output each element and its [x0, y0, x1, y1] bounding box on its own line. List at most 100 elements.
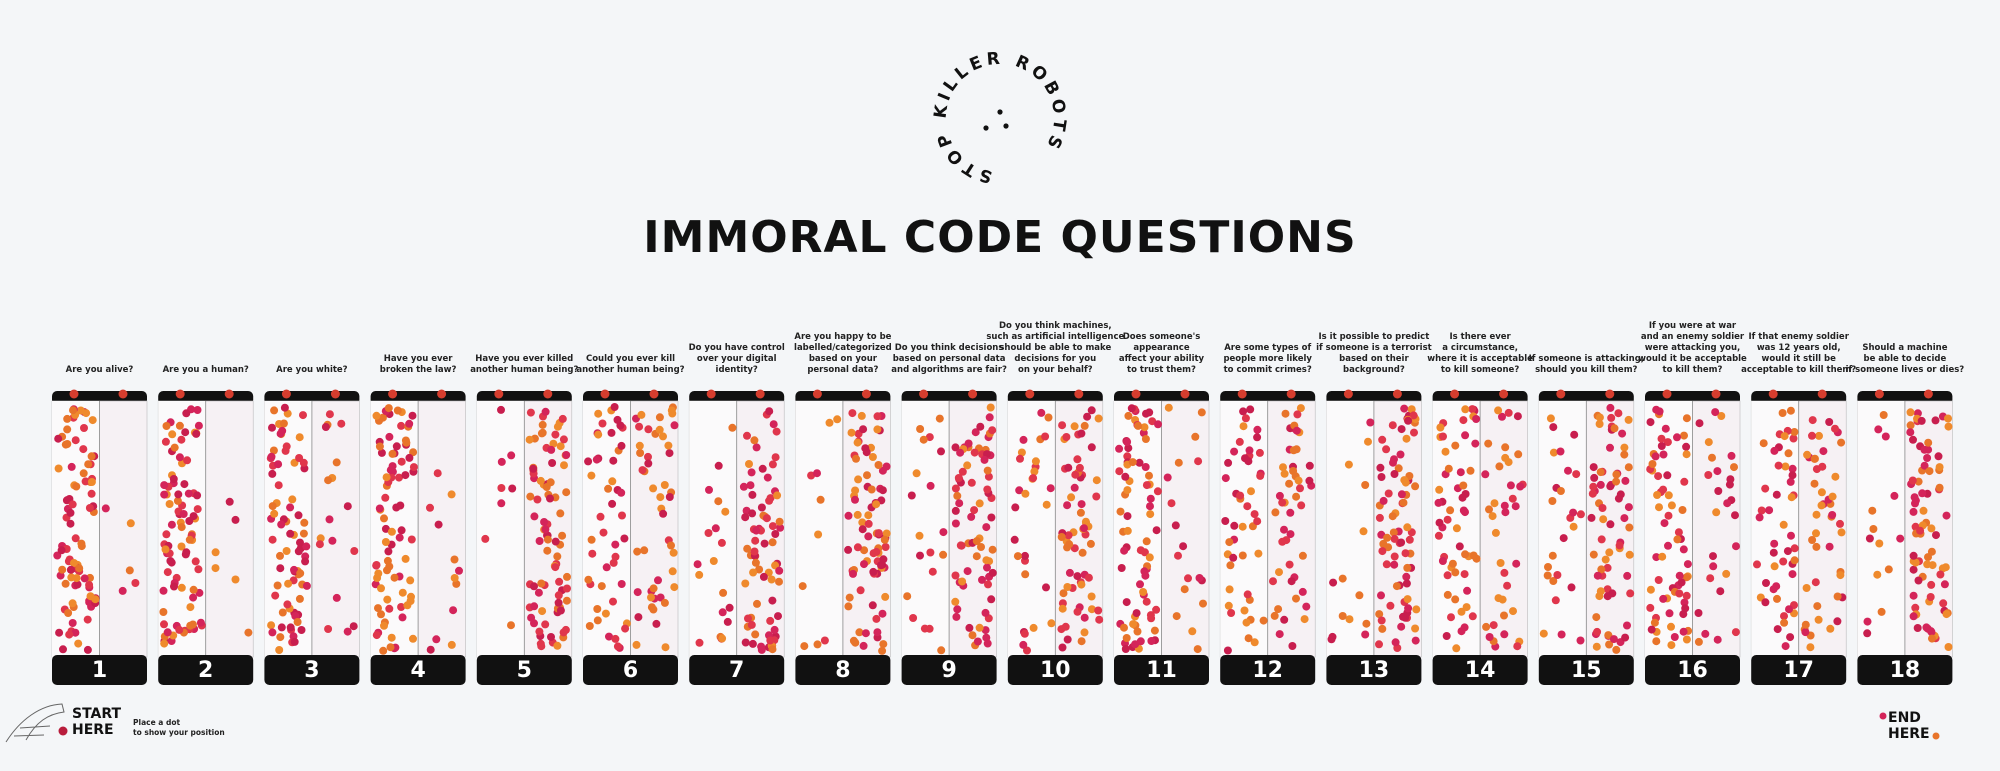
sticker-dot [1087, 592, 1096, 601]
sticker-dot [1940, 580, 1949, 589]
sticker-dot [1836, 519, 1844, 528]
sticker-dot [668, 567, 677, 576]
sticker-dot [1790, 428, 1799, 436]
sticker-dot [1086, 539, 1095, 548]
sticker-dot [1073, 607, 1082, 616]
sticker-dot [1070, 483, 1079, 492]
sticker-dot [1808, 416, 1817, 425]
sticker-dot [983, 485, 992, 494]
sticker-dot [844, 545, 853, 554]
sticker-dot [769, 420, 778, 429]
sticker-dot [1680, 477, 1689, 486]
sticker-dot [1935, 463, 1944, 472]
sticker-dot [847, 428, 856, 437]
sticker-dot [1128, 458, 1137, 467]
sticker-dot [231, 575, 240, 584]
panel-bottom [1432, 655, 1528, 685]
sticker-dot [1674, 528, 1683, 537]
sticker-dot [1609, 635, 1618, 644]
sticker-dot [1773, 625, 1782, 634]
sticker-dot [449, 606, 458, 615]
sticker-dot [563, 572, 571, 581]
sticker-dot [1459, 416, 1468, 425]
sticker-dot [1543, 571, 1552, 580]
sticker-dot [1654, 472, 1663, 481]
sticker-dot [1664, 491, 1673, 500]
sticker-dot [976, 422, 985, 431]
sticker-dot [775, 577, 783, 586]
sticker-dot [1094, 606, 1103, 615]
sticker-dot [874, 461, 883, 469]
sticker-dot [1544, 563, 1552, 571]
sticker-dot [101, 504, 110, 513]
question-text: Should a machine [1862, 343, 1947, 353]
sticker-dot [983, 466, 992, 475]
sticker-dot [1279, 463, 1287, 472]
sticker-dot [63, 440, 72, 448]
sticker-dot [58, 565, 67, 574]
sticker-dot [1942, 610, 1951, 619]
sticker-dot [920, 624, 929, 633]
sticker-dot [177, 542, 186, 551]
sticker-dot [1078, 548, 1087, 557]
sticker-dot [1909, 435, 1917, 444]
sticker-dot [80, 574, 89, 583]
sticker-dot [131, 579, 140, 587]
end: END HERE [1879, 710, 1940, 742]
sticker-dot [768, 538, 777, 547]
sticker-dot [1462, 603, 1471, 612]
sticker-dot [1896, 534, 1905, 543]
question-number: 2 [198, 658, 213, 683]
no-marker [1237, 389, 1247, 399]
no-marker [919, 389, 929, 399]
sticker-dot [597, 582, 606, 591]
sticker-dot [1679, 610, 1688, 619]
sticker-dot [270, 509, 279, 518]
question-text: Have you ever killed [475, 354, 573, 364]
question-panel: If someone is attacking,should you kill … [1529, 354, 1644, 685]
panel-left-side [264, 401, 312, 657]
sticker-dot [426, 645, 435, 654]
sticker-dot [1576, 636, 1585, 645]
sticker-dot [739, 482, 748, 491]
sticker-dot [775, 517, 784, 526]
sticker-dot [1047, 619, 1056, 628]
no-marker [69, 389, 79, 399]
label-word: END [1888, 710, 1921, 726]
sticker-dot [763, 473, 772, 482]
sticker-dot [1092, 476, 1101, 485]
sticker-dot [1567, 583, 1576, 592]
sticker-dot [541, 407, 550, 416]
sticker-dot [1133, 627, 1142, 636]
sticker-dot [1115, 467, 1124, 476]
question-panel: Are you alive? 1 [51, 365, 148, 685]
sticker-dot [170, 443, 179, 452]
sticker-dot [1152, 605, 1161, 614]
sticker-dot [393, 406, 402, 415]
sticker-dot [1140, 423, 1149, 432]
sticker-dot [1621, 476, 1630, 485]
sticker-dot [1941, 563, 1950, 572]
sticker-dot [1259, 616, 1268, 625]
question-text: should you kill them? [1535, 365, 1637, 375]
sticker-dot [1095, 615, 1104, 624]
no-marker [1662, 389, 1672, 399]
sticker-dot [1281, 409, 1290, 418]
sticker-dot [864, 511, 873, 520]
sticker-dot [647, 593, 655, 602]
yes-marker [1711, 389, 1721, 399]
sticker-dot [762, 514, 771, 523]
sticker-dot [714, 461, 723, 470]
sticker-dot [1469, 551, 1478, 560]
sticker-dot [984, 580, 992, 589]
sticker-dot [72, 482, 81, 491]
sticker-dot [1556, 447, 1565, 456]
sticker-dot [290, 637, 299, 646]
sticker-dot [1770, 562, 1779, 571]
sticker-dot [649, 484, 658, 493]
sticker-dot [1607, 413, 1616, 422]
sticker-dot [1679, 545, 1688, 554]
sticker-dot [63, 425, 72, 434]
sticker-dot [655, 425, 664, 434]
sticker-dot [177, 435, 186, 444]
